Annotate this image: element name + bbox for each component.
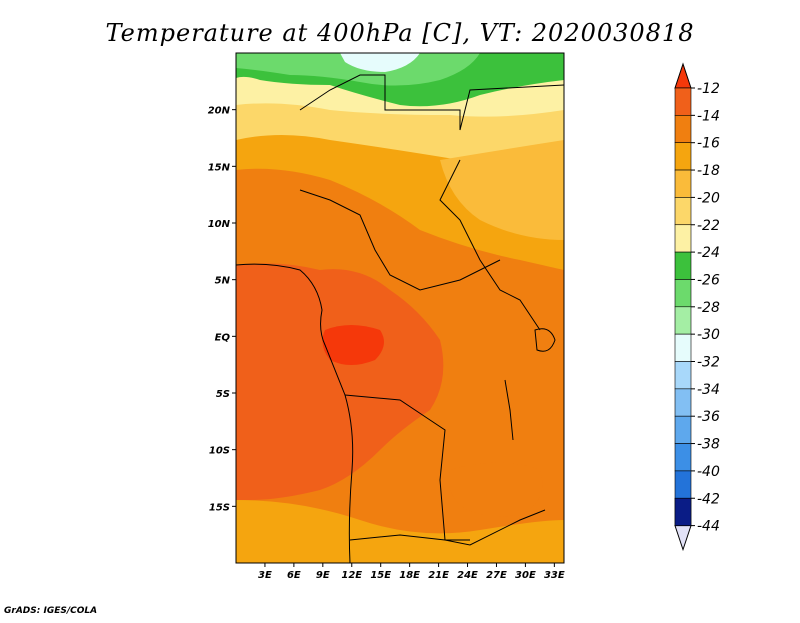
- y-tick-label: EQ: [215, 332, 231, 343]
- colorbar-label: -28: [697, 300, 720, 316]
- temperature-field: [236, 53, 564, 563]
- colorbar-segment: [674, 388, 692, 417]
- y-tick-label: 20N: [208, 106, 231, 117]
- x-tick-label: 27E: [486, 570, 507, 581]
- x-tick-label: 30E: [515, 570, 536, 581]
- y-axis-ticks: 20N 15N 10N 5N EQ 5S 10S 15S: [208, 106, 236, 513]
- field-region-south-light: [236, 500, 564, 563]
- colorbar-label: -22: [697, 218, 720, 234]
- colorbar-label: -14: [697, 108, 720, 124]
- field-region-congo-hot: [322, 325, 384, 365]
- colorbar-segment: [674, 497, 692, 526]
- field-region-north-cyan: [340, 53, 420, 72]
- colorbar-segment: [674, 470, 692, 499]
- y-tick-label: 5S: [216, 389, 230, 400]
- x-tick-label: 3E: [258, 570, 272, 581]
- colorbar-label: -32: [697, 355, 720, 371]
- x-tick-label: 6E: [287, 570, 301, 581]
- colorbar-label: -42: [697, 491, 720, 507]
- colorbar-segment: [674, 251, 692, 280]
- map-frame: [235, 52, 565, 564]
- field-region-north-lightgreen: [236, 53, 480, 86]
- colorbar-segment: [674, 87, 692, 116]
- colorbar-segment: [674, 115, 692, 143]
- colorbar-segment: [674, 306, 692, 335]
- field-region-east-light: [440, 140, 564, 240]
- x-tick-label: 33E: [544, 570, 565, 581]
- lake-tanganyika: [504, 379, 514, 441]
- coastline-west-africa: [236, 263, 354, 563]
- x-tick-label: 9E: [316, 570, 330, 581]
- x-tick-label: 12E: [341, 570, 362, 581]
- colorbar-label: -30: [697, 327, 720, 343]
- colorbar-label: -40: [697, 464, 720, 480]
- colorbar-label: -18: [697, 163, 720, 179]
- colorbar-segment: [674, 142, 692, 171]
- colorbar-segment: [674, 443, 692, 472]
- credit-label: GrADS: IGES/COLA: [4, 606, 97, 616]
- colorbar-label: -44: [697, 519, 720, 535]
- colorbar-label: -24: [697, 245, 720, 261]
- colorbar-label: -36: [697, 409, 720, 425]
- colorbar-segment: [674, 279, 692, 308]
- colorbar-over-triangle: [674, 62, 692, 89]
- colorbar-segment: [674, 197, 692, 226]
- border-south: [349, 509, 546, 546]
- colorbar-segment: [674, 333, 692, 362]
- colorbar-segment: [674, 415, 692, 444]
- colorbar-segment: [674, 169, 692, 198]
- x-axis-ticks: 3E 6E 9E 12E 15E 18E 21E 24E 27E 30E 33E: [258, 563, 565, 581]
- y-tick-label: 15N: [208, 162, 231, 173]
- border-central: [299, 189, 501, 291]
- y-tick-label: 10N: [208, 219, 231, 230]
- colorbar-label: -20: [697, 190, 720, 206]
- colorbar: -12 -14 -16 -18 -20 -22 -24 -26 -28 -30 -32 -34 -36 -…: [674, 62, 720, 552]
- x-tick-label: 21E: [428, 570, 449, 581]
- colorbar-label: -26: [697, 272, 720, 288]
- x-tick-label: 15E: [370, 570, 391, 581]
- map-boundaries: [236, 74, 564, 563]
- y-tick-label: 5N: [215, 276, 231, 287]
- x-tick-label: 18E: [399, 570, 420, 581]
- y-tick-label: 10S: [209, 446, 230, 457]
- field-region-southeast-orange: [448, 462, 543, 517]
- colorbar-label: -38: [697, 437, 720, 453]
- lake-victoria: [534, 328, 556, 352]
- y-tick-label: 15S: [209, 502, 230, 513]
- map-panel: 3E 6E 9E 12E 15E 18E 21E 24E 27E 30E 33E 20N 15N 10N…: [208, 52, 565, 581]
- colorbar-label: -34: [697, 382, 720, 398]
- border-east: [439, 159, 541, 331]
- colorbar-under-triangle: [674, 525, 692, 552]
- colorbar-label: -16: [697, 136, 720, 152]
- x-tick-label: 24E: [457, 570, 478, 581]
- colorbar-segment: [674, 361, 692, 390]
- colorbar-segment: [674, 224, 692, 253]
- colorbar-label: -12: [697, 81, 720, 97]
- chart-title: Temperature at 400hPa [C], VT: 202003081…: [106, 19, 695, 47]
- border-north: [299, 74, 564, 131]
